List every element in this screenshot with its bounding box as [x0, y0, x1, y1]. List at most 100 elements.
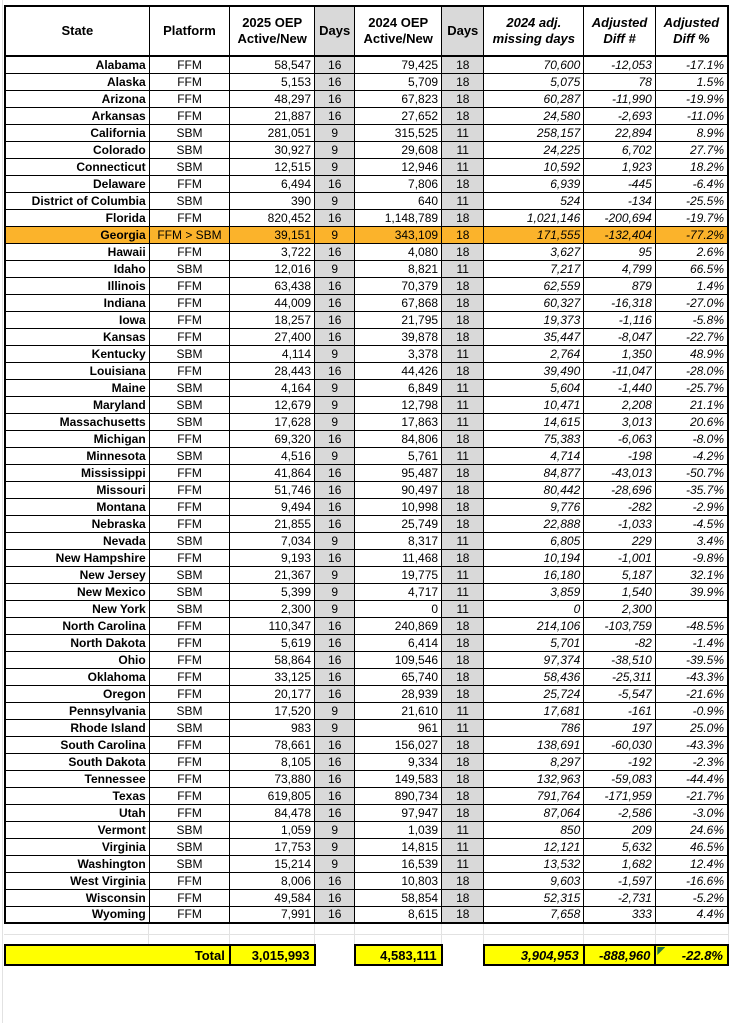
- cell-adj-missing[interactable]: 24,580: [483, 106, 585, 125]
- cell-diff-num[interactable]: -1,116: [583, 310, 656, 329]
- cell-days-2025[interactable]: 16: [314, 55, 356, 74]
- cell-state[interactable]: Michigan: [4, 429, 150, 448]
- cell-2024-oep[interactable]: 5,761: [354, 446, 443, 465]
- cell-diff-num[interactable]: 1,923: [583, 157, 656, 176]
- cell-2024-oep[interactable]: 16,539: [354, 854, 443, 873]
- cell-diff-num[interactable]: -2,731: [583, 888, 656, 907]
- cell-diff-num[interactable]: -43,013: [583, 463, 656, 482]
- cell-2025-oep[interactable]: 17,520: [229, 701, 316, 720]
- cell-platform[interactable]: SBM: [148, 140, 231, 159]
- cell-days-2024[interactable]: 18: [441, 72, 485, 91]
- cell-2025-oep[interactable]: 18,257: [229, 310, 316, 329]
- cell-state[interactable]: North Carolina: [4, 616, 150, 635]
- cell-2025-oep[interactable]: 17,628: [229, 412, 316, 431]
- cell-diff-num[interactable]: 197: [583, 718, 656, 737]
- cell-state[interactable]: Idaho: [4, 259, 150, 278]
- cell-platform[interactable]: FFM: [148, 514, 231, 533]
- cell-platform[interactable]: SBM: [148, 446, 231, 465]
- cell-diff-num[interactable]: 6,702: [583, 140, 656, 159]
- cell-adj-missing[interactable]: 171,555: [483, 225, 585, 244]
- cell-state[interactable]: New Mexico: [4, 582, 150, 601]
- cell-2024-oep[interactable]: 10,803: [354, 871, 443, 890]
- cell-adj-missing[interactable]: 70,600: [483, 55, 585, 74]
- cell-diff-pct[interactable]: 20.6%: [654, 412, 729, 431]
- cell-diff-num[interactable]: -132,404: [583, 225, 656, 244]
- cell-2024-oep[interactable]: 8,317: [354, 531, 443, 550]
- col-header-adj-missing[interactable]: 2024 adj. missing days: [483, 5, 585, 57]
- cell-state[interactable]: Delaware: [4, 174, 150, 193]
- cell-adj-missing[interactable]: 35,447: [483, 327, 585, 346]
- cell-diff-num[interactable]: -1,001: [583, 548, 656, 567]
- cell-adj-missing[interactable]: 75,383: [483, 429, 585, 448]
- cell-adj-missing[interactable]: 10,471: [483, 395, 585, 414]
- cell-adj-missing[interactable]: 25,724: [483, 684, 585, 703]
- cell-days-2025[interactable]: 16: [314, 327, 356, 346]
- cell-days-2025[interactable]: 9: [314, 820, 356, 839]
- cell-days-2024[interactable]: 18: [441, 174, 485, 193]
- cell-2024-oep[interactable]: 21,795: [354, 310, 443, 329]
- cell-days-2024[interactable]: 18: [441, 480, 485, 499]
- cell-diff-pct[interactable]: -19.7%: [654, 208, 729, 227]
- cell-days-2025[interactable]: 16: [314, 735, 356, 754]
- cell-platform[interactable]: FFM: [148, 174, 231, 193]
- cell-days-2024[interactable]: 18: [441, 242, 485, 261]
- cell-platform[interactable]: FFM: [148, 905, 231, 924]
- cell-platform[interactable]: FFM: [148, 888, 231, 907]
- cell-diff-pct[interactable]: -44.4%: [654, 769, 729, 788]
- col-header-state[interactable]: State: [4, 5, 150, 57]
- cell-2025-oep[interactable]: 9,494: [229, 497, 316, 516]
- cell-diff-pct[interactable]: -25.5%: [654, 191, 729, 210]
- cell-platform[interactable]: SBM: [148, 157, 231, 176]
- cell-days-2024[interactable]: 11: [441, 412, 485, 431]
- cell-2025-oep[interactable]: 44,009: [229, 293, 316, 312]
- cell-days-2024[interactable]: 18: [441, 786, 485, 805]
- cell-2025-oep[interactable]: 69,320: [229, 429, 316, 448]
- cell-diff-num[interactable]: 229: [583, 531, 656, 550]
- cell-days-2024[interactable]: 11: [441, 820, 485, 839]
- cell-platform[interactable]: FFM: [148, 89, 231, 108]
- cell-adj-missing[interactable]: 60,327: [483, 293, 585, 312]
- cell-diff-num[interactable]: 5,187: [583, 565, 656, 584]
- cell-2025-oep[interactable]: 8,105: [229, 752, 316, 771]
- cell-adj-missing[interactable]: 850: [483, 820, 585, 839]
- cell-2024-oep[interactable]: 5,709: [354, 72, 443, 91]
- cell-adj-missing[interactable]: 39,490: [483, 361, 585, 380]
- cell-adj-missing[interactable]: 58,436: [483, 667, 585, 686]
- cell-diff-pct[interactable]: 8.9%: [654, 123, 729, 142]
- cell-days-2025[interactable]: 16: [314, 769, 356, 788]
- cell-state[interactable]: Wyoming: [4, 905, 150, 924]
- cell-2024-oep[interactable]: 4,717: [354, 582, 443, 601]
- cell-2025-oep[interactable]: 27,400: [229, 327, 316, 346]
- cell-diff-num[interactable]: -12,053: [583, 55, 656, 74]
- cell-diff-pct[interactable]: -4.2%: [654, 446, 729, 465]
- cell-state[interactable]: South Dakota: [4, 752, 150, 771]
- cell-days-2024[interactable]: 18: [441, 752, 485, 771]
- cell-adj-missing[interactable]: 6,805: [483, 531, 585, 550]
- cell-2025-oep[interactable]: 78,661: [229, 735, 316, 754]
- cell-days-2024[interactable]: 18: [441, 310, 485, 329]
- cell-days-2025[interactable]: 16: [314, 480, 356, 499]
- cell-2025-oep[interactable]: 5,399: [229, 582, 316, 601]
- cell-days-2024[interactable]: 18: [441, 888, 485, 907]
- cell-2024-oep[interactable]: 156,027: [354, 735, 443, 754]
- cell-days-2025[interactable]: 16: [314, 174, 356, 193]
- cell-diff-num[interactable]: 879: [583, 276, 656, 295]
- cell-adj-missing[interactable]: 524: [483, 191, 585, 210]
- cell-state[interactable]: Nevada: [4, 531, 150, 550]
- cell-days-2025[interactable]: 9: [314, 599, 356, 618]
- cell-platform[interactable]: FFM: [148, 208, 231, 227]
- cell-days-2025[interactable]: 16: [314, 276, 356, 295]
- cell-2024-oep[interactable]: 17,863: [354, 412, 443, 431]
- cell-days-2025[interactable]: 16: [314, 208, 356, 227]
- cell-platform[interactable]: FFM: [148, 497, 231, 516]
- cell-adj-missing[interactable]: 87,064: [483, 803, 585, 822]
- cell-state[interactable]: Maryland: [4, 395, 150, 414]
- cell-platform[interactable]: FFM: [148, 276, 231, 295]
- cell-state[interactable]: California: [4, 123, 150, 142]
- cell-2025-oep[interactable]: 41,864: [229, 463, 316, 482]
- cell-adj-missing[interactable]: 52,315: [483, 888, 585, 907]
- cell-2024-oep[interactable]: 961: [354, 718, 443, 737]
- cell-2024-oep[interactable]: 1,148,789: [354, 208, 443, 227]
- cell-platform[interactable]: FFM: [148, 871, 231, 890]
- cell-2025-oep[interactable]: 33,125: [229, 667, 316, 686]
